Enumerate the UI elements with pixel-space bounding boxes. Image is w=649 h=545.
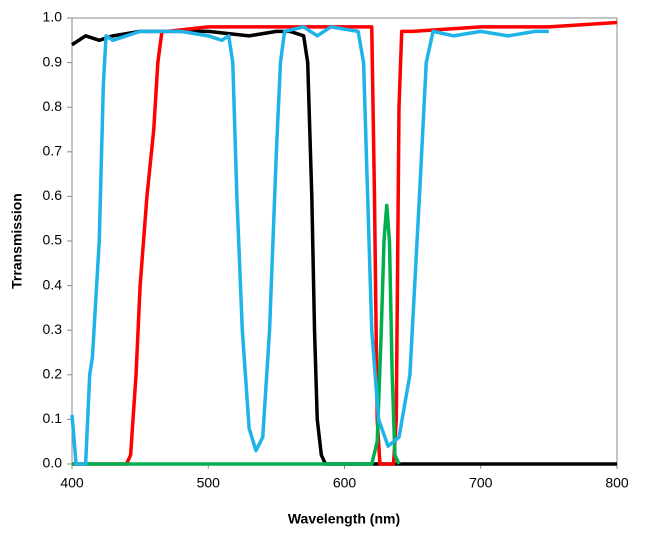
y-axis-title: Trransmission bbox=[9, 193, 25, 289]
y-tick-label: 0.7 bbox=[43, 143, 63, 159]
y-tick-label: 0.9 bbox=[43, 53, 63, 69]
x-tick-label: 600 bbox=[333, 475, 357, 491]
y-tick-label: 0.2 bbox=[43, 366, 63, 382]
x-axis-title: Wavelength (nm) bbox=[288, 511, 400, 527]
x-tick-label: 500 bbox=[197, 475, 221, 491]
x-tick-label: 400 bbox=[60, 475, 84, 491]
y-tick-label: 1.0 bbox=[43, 9, 63, 25]
y-tick-label: 0.0 bbox=[43, 455, 63, 471]
y-tick-label: 0.5 bbox=[43, 232, 63, 248]
series-line bbox=[70, 25, 549, 466]
series-line bbox=[71, 29, 617, 466]
y-tick-label: 0.4 bbox=[43, 276, 63, 292]
y-tick-label: 0.8 bbox=[43, 98, 63, 114]
series-line bbox=[72, 20, 618, 466]
series-line bbox=[72, 203, 401, 466]
y-tick-label: 0.1 bbox=[43, 410, 63, 426]
x-tick-label: 800 bbox=[605, 475, 629, 491]
y-tick-label: 0.3 bbox=[43, 321, 63, 337]
x-tick-label: 700 bbox=[469, 475, 493, 491]
y-tick-label: 0.6 bbox=[43, 187, 63, 203]
plot-frame bbox=[71, 17, 618, 465]
